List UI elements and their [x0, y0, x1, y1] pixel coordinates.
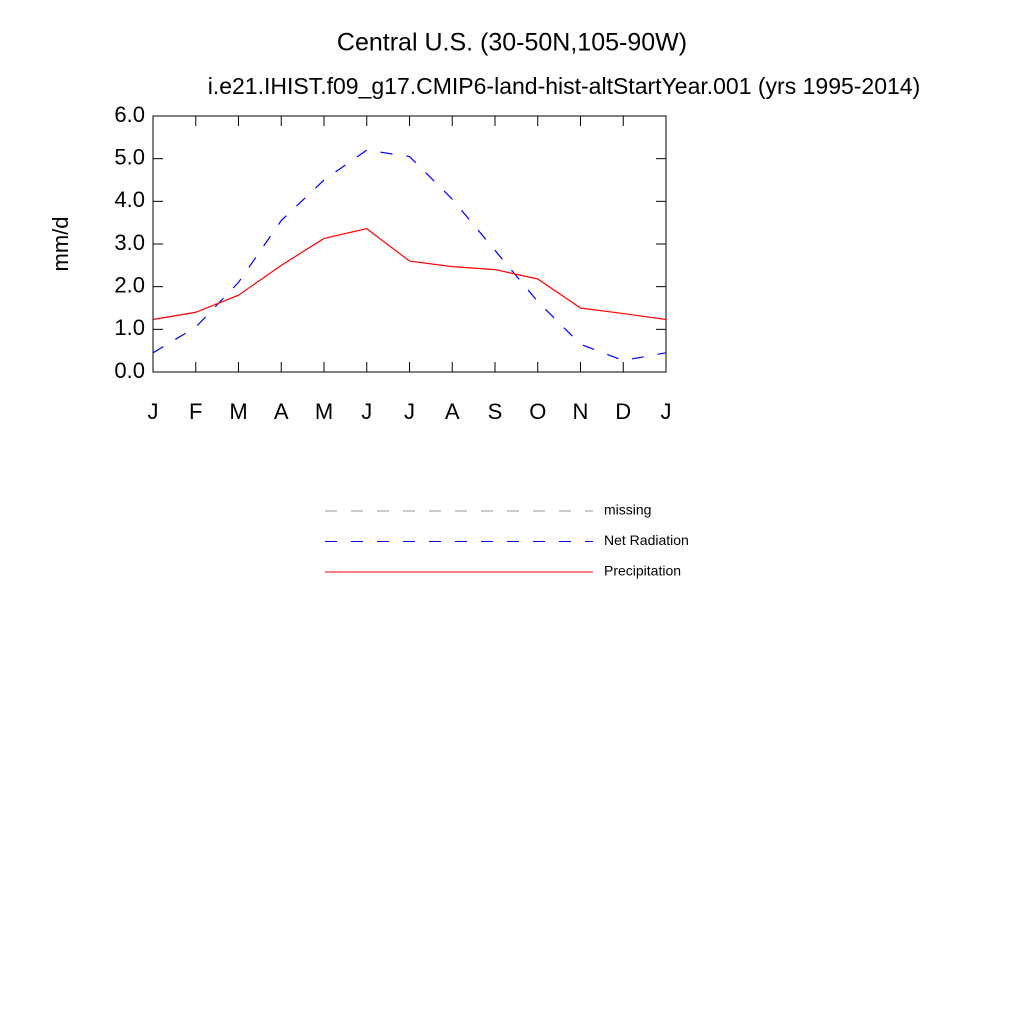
chart-title: Central U.S. (30-50N,105-90W)	[337, 29, 687, 57]
y-tick-label: 2.0	[114, 272, 145, 297]
x-tick-label: M	[229, 399, 247, 424]
y-axis-label: mm/d	[48, 217, 73, 272]
x-tick-label: J	[361, 399, 372, 424]
chart-subtitle: i.e21.IHIST.f09_g17.CMIP6-land-hist-altS…	[208, 73, 921, 99]
x-tick-label: J	[404, 399, 415, 424]
x-tick-label: M	[315, 399, 333, 424]
x-tick-label: F	[189, 399, 202, 424]
x-tick-label: N	[573, 399, 589, 424]
legend-label: Net Radiation	[604, 532, 689, 548]
legend-label: missing	[604, 502, 651, 518]
y-tick-label: 1.0	[114, 315, 145, 340]
series-line	[152, 227, 667, 321]
y-tick-label: 6.0	[114, 102, 145, 127]
x-tick-label: S	[488, 399, 503, 424]
y-tick-label: 0.0	[114, 358, 145, 383]
y-tick-label: 4.0	[114, 187, 145, 212]
x-tick-label: D	[615, 399, 631, 424]
x-tick-label: J	[148, 399, 159, 424]
x-tick-label: J	[661, 399, 672, 424]
legend-label: Precipitation	[604, 563, 681, 579]
y-tick-label: 5.0	[114, 144, 145, 169]
x-tick-label: O	[529, 399, 546, 424]
plot-frame	[152, 115, 667, 373]
y-tick-label: 3.0	[114, 230, 145, 255]
x-tick-label: A	[445, 399, 460, 424]
x-tick-label: A	[274, 399, 289, 424]
series-line	[152, 149, 667, 362]
